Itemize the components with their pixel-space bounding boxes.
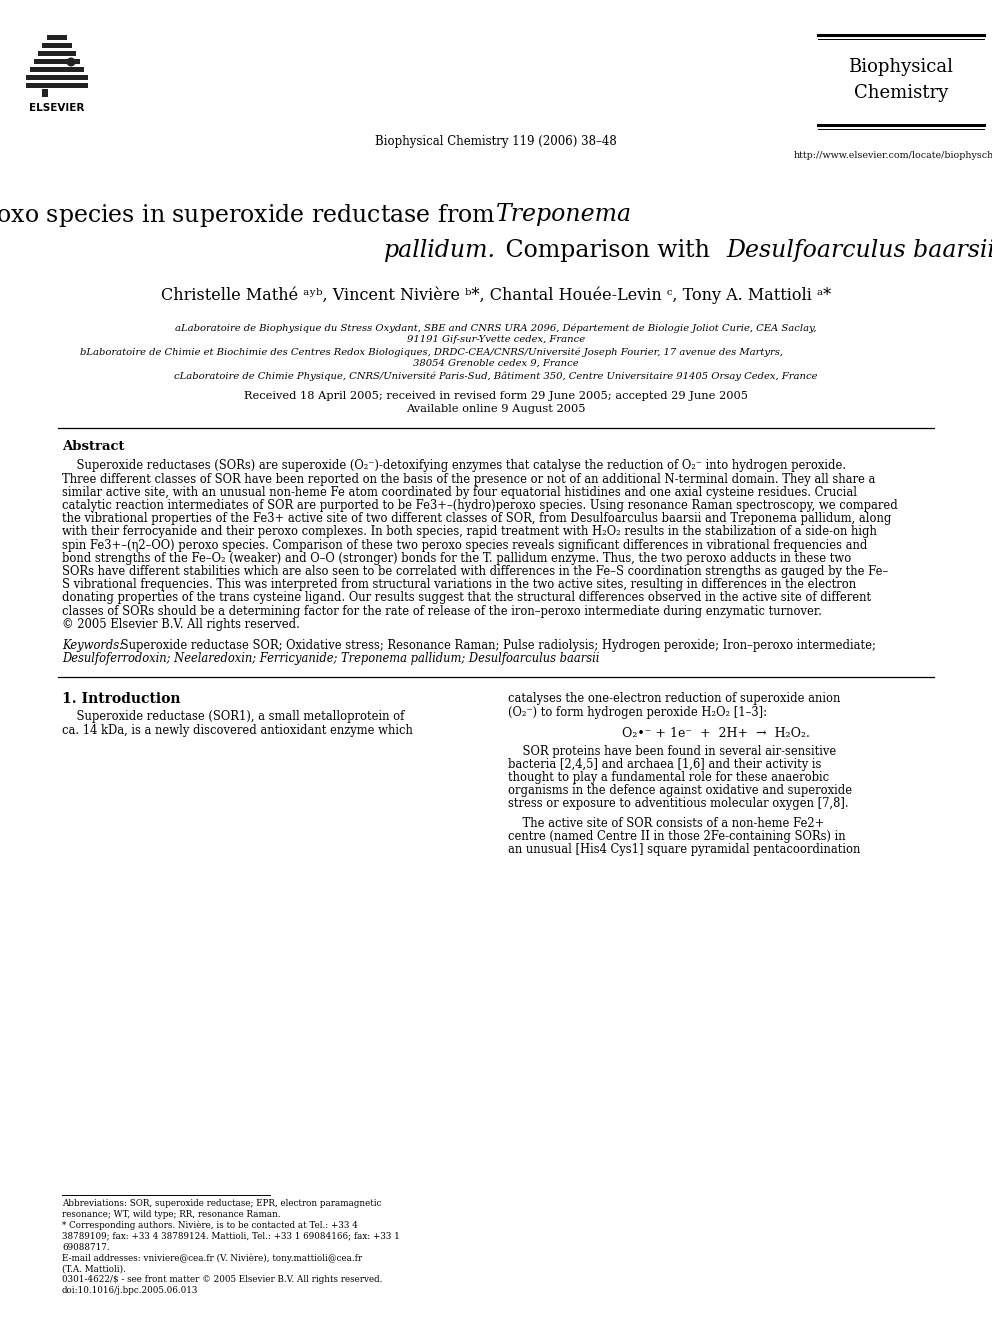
Text: Received 18 April 2005; received in revised form 29 June 2005; accepted 29 June : Received 18 April 2005; received in revi… bbox=[244, 392, 748, 401]
Text: aLaboratoire de Biophysique du Stress Oxydant, SBE and CNRS URA 2096, Départemen: aLaboratoire de Biophysique du Stress Ox… bbox=[176, 323, 816, 333]
Text: donating properties of the trans cysteine ligand. Our results suggest that the s: donating properties of the trans cystein… bbox=[62, 591, 871, 605]
Text: spin Fe3+–(η2–OO) peroxo species. Comparison of these two peroxo species reveals: spin Fe3+–(η2–OO) peroxo species. Compar… bbox=[62, 538, 867, 552]
Text: bLaboratoire de Chimie et Biochimie des Centres Redox Biologiques, DRDC-CEA/CNRS: bLaboratoire de Chimie et Biochimie des … bbox=[80, 347, 783, 357]
Bar bbox=[22, 30, 92, 98]
Bar bbox=[38, 52, 76, 56]
Text: http://www.elsevier.com/locate/biophyschem: http://www.elsevier.com/locate/biophysch… bbox=[794, 151, 992, 160]
Text: centre (named Centre II in those 2Fe-containing SORs) in: centre (named Centre II in those 2Fe-con… bbox=[508, 830, 845, 843]
Bar bbox=[42, 44, 72, 48]
Text: 38789109; fax: +33 4 38789124. Mattioli, Tel.: +33 1 69084166; fax: +33 1: 38789109; fax: +33 4 38789124. Mattioli,… bbox=[62, 1232, 400, 1241]
Text: E-mail addresses: vniviere@cea.fr (V. Nivière), tony.mattioli@cea.fr: E-mail addresses: vniviere@cea.fr (V. Ni… bbox=[62, 1253, 362, 1262]
Text: bond strengths of the Fe–O₂ (weaker) and O–O (stronger) bonds for the T. pallidu: bond strengths of the Fe–O₂ (weaker) and… bbox=[62, 552, 851, 565]
Text: similar active site, with an unusual non-heme Fe atom coordinated by four equato: similar active site, with an unusual non… bbox=[62, 486, 857, 499]
Text: doi:10.1016/j.bpc.2005.06.013: doi:10.1016/j.bpc.2005.06.013 bbox=[62, 1286, 198, 1295]
Text: SORs have different stabilities which are also seen to be correlated with differ: SORs have different stabilities which ar… bbox=[62, 565, 888, 578]
Text: 69088717.: 69088717. bbox=[62, 1242, 110, 1252]
Text: Keywords:: Keywords: bbox=[62, 639, 123, 652]
Text: catalytic reaction intermediates of SOR are purported to be Fe3+–(hydro)peroxo s: catalytic reaction intermediates of SOR … bbox=[62, 499, 898, 512]
Ellipse shape bbox=[66, 57, 75, 66]
Text: Available online 9 August 2005: Available online 9 August 2005 bbox=[407, 404, 585, 414]
Text: * Corresponding authors. Nivière, is to be contacted at Tel.: +33 4: * Corresponding authors. Nivière, is to … bbox=[62, 1221, 358, 1230]
Text: cLaboratoire de Chimie Physique, CNRS/Université Paris-Sud, Bâtiment 350, Centre: cLaboratoire de Chimie Physique, CNRS/Un… bbox=[175, 372, 817, 381]
Text: Superoxide reductase SOR; Oxidative stress; Resonance Raman; Pulse radiolysis; H: Superoxide reductase SOR; Oxidative stre… bbox=[117, 639, 876, 652]
Text: classes of SORs should be a determining factor for the rate of release of the ir: classes of SORs should be a determining … bbox=[62, 605, 822, 618]
Text: Abbreviations: SOR, superoxide reductase; EPR, electron paramagnetic: Abbreviations: SOR, superoxide reductase… bbox=[62, 1200, 382, 1208]
Text: © 2005 Elsevier B.V. All rights reserved.: © 2005 Elsevier B.V. All rights reserved… bbox=[62, 618, 300, 631]
Text: (T.A. Mattioli).: (T.A. Mattioli). bbox=[62, 1265, 126, 1273]
Text: resonance; WT, wild type; RR, resonance Raman.: resonance; WT, wild type; RR, resonance … bbox=[62, 1211, 281, 1220]
Text: (O₂⁻) to form hydrogen peroxide H₂O₂ [1–3]:: (O₂⁻) to form hydrogen peroxide H₂O₂ [1–… bbox=[508, 705, 767, 718]
Bar bbox=[26, 83, 88, 89]
Text: ELSEVIER: ELSEVIER bbox=[30, 103, 84, 112]
Text: 38054 Grenoble cedex 9, France: 38054 Grenoble cedex 9, France bbox=[414, 359, 578, 368]
Text: Three different classes of SOR have been reported on the basis of the presence o: Three different classes of SOR have been… bbox=[62, 472, 875, 486]
Text: Superoxide reductases (SORs) are superoxide (O₂⁻)-detoxifying enzymes that catal: Superoxide reductases (SORs) are superox… bbox=[62, 459, 846, 472]
Text: bacteria [2,4,5] and archaea [1,6] and their activity is: bacteria [2,4,5] and archaea [1,6] and t… bbox=[508, 758, 821, 771]
Text: 1. Introduction: 1. Introduction bbox=[62, 692, 181, 705]
Text: 0301-4622/$ - see front matter © 2005 Elsevier B.V. All rights reserved.: 0301-4622/$ - see front matter © 2005 El… bbox=[62, 1275, 382, 1285]
Text: 91191 Gif-sur-Yvette cedex, France: 91191 Gif-sur-Yvette cedex, France bbox=[407, 335, 585, 344]
Text: thought to play a fundamental role for these anaerobic: thought to play a fundamental role for t… bbox=[508, 771, 829, 785]
Text: Treponema: Treponema bbox=[496, 204, 632, 226]
Text: SOR proteins have been found in several air-sensitive: SOR proteins have been found in several … bbox=[508, 745, 836, 758]
Bar bbox=[42, 89, 48, 97]
Bar bbox=[34, 60, 80, 64]
Text: Desulfoarculus baarsii: Desulfoarculus baarsii bbox=[726, 238, 992, 262]
Bar bbox=[47, 34, 67, 40]
Text: Abstract: Abstract bbox=[62, 441, 125, 454]
Text: an unusual [His4 Cys1] square pyramidal pentacoordination: an unusual [His4 Cys1] square pyramidal … bbox=[508, 843, 860, 856]
Text: Superoxide reductase (SOR1), a small metalloprotein of: Superoxide reductase (SOR1), a small met… bbox=[62, 710, 405, 724]
Text: Christelle Mathé ᵃʸᵇ, Vincent Nivière ᵇ*, Chantal Houée-Levin ᶜ, Tony A. Mattiol: Christelle Mathé ᵃʸᵇ, Vincent Nivière ᵇ*… bbox=[161, 286, 831, 304]
Text: the vibrational properties of the Fe3+ active site of two different classes of S: the vibrational properties of the Fe3+ a… bbox=[62, 512, 892, 525]
Text: S vibrational frequencies. This was interpreted from structural variations in th: S vibrational frequencies. This was inte… bbox=[62, 578, 856, 591]
Text: catalyses the one-electron reduction of superoxide anion: catalyses the one-electron reduction of … bbox=[508, 692, 840, 705]
Text: with their ferrocyanide and their peroxo complexes. In both species, rapid treat: with their ferrocyanide and their peroxo… bbox=[62, 525, 877, 538]
Text: Fe$^{3+}$$-\eta^{2}-$peroxo species in superoxide reductase from: Fe$^{3+}$$-\eta^{2}-$peroxo species in s… bbox=[0, 198, 496, 232]
Text: Comparison with: Comparison with bbox=[498, 238, 717, 262]
Text: Desulfoferrodoxin; Neelaredoxin; Ferricyanide; Treponema pallidum; Desulfoarculu: Desulfoferrodoxin; Neelaredoxin; Ferricy… bbox=[62, 652, 599, 665]
Text: O₂•⁻ + 1e⁻  +  2H+  →  H₂O₂.: O₂•⁻ + 1e⁻ + 2H+ → H₂O₂. bbox=[622, 726, 809, 740]
Text: pallidum.: pallidum. bbox=[384, 238, 496, 262]
Text: organisms in the defence against oxidative and superoxide: organisms in the defence against oxidati… bbox=[508, 785, 852, 798]
Text: Biophysical Chemistry 119 (2006) 38–48: Biophysical Chemistry 119 (2006) 38–48 bbox=[375, 135, 617, 148]
Text: The active site of SOR consists of a non-heme Fe2+: The active site of SOR consists of a non… bbox=[508, 816, 824, 830]
Text: Biophysical
Chemistry: Biophysical Chemistry bbox=[848, 58, 953, 102]
Text: stress or exposure to adventitious molecular oxygen [7,8].: stress or exposure to adventitious molec… bbox=[508, 798, 848, 811]
Bar bbox=[30, 67, 84, 71]
Text: ca. 14 kDa, is a newly discovered antioxidant enzyme which: ca. 14 kDa, is a newly discovered antiox… bbox=[62, 724, 413, 737]
Bar bbox=[26, 75, 88, 79]
